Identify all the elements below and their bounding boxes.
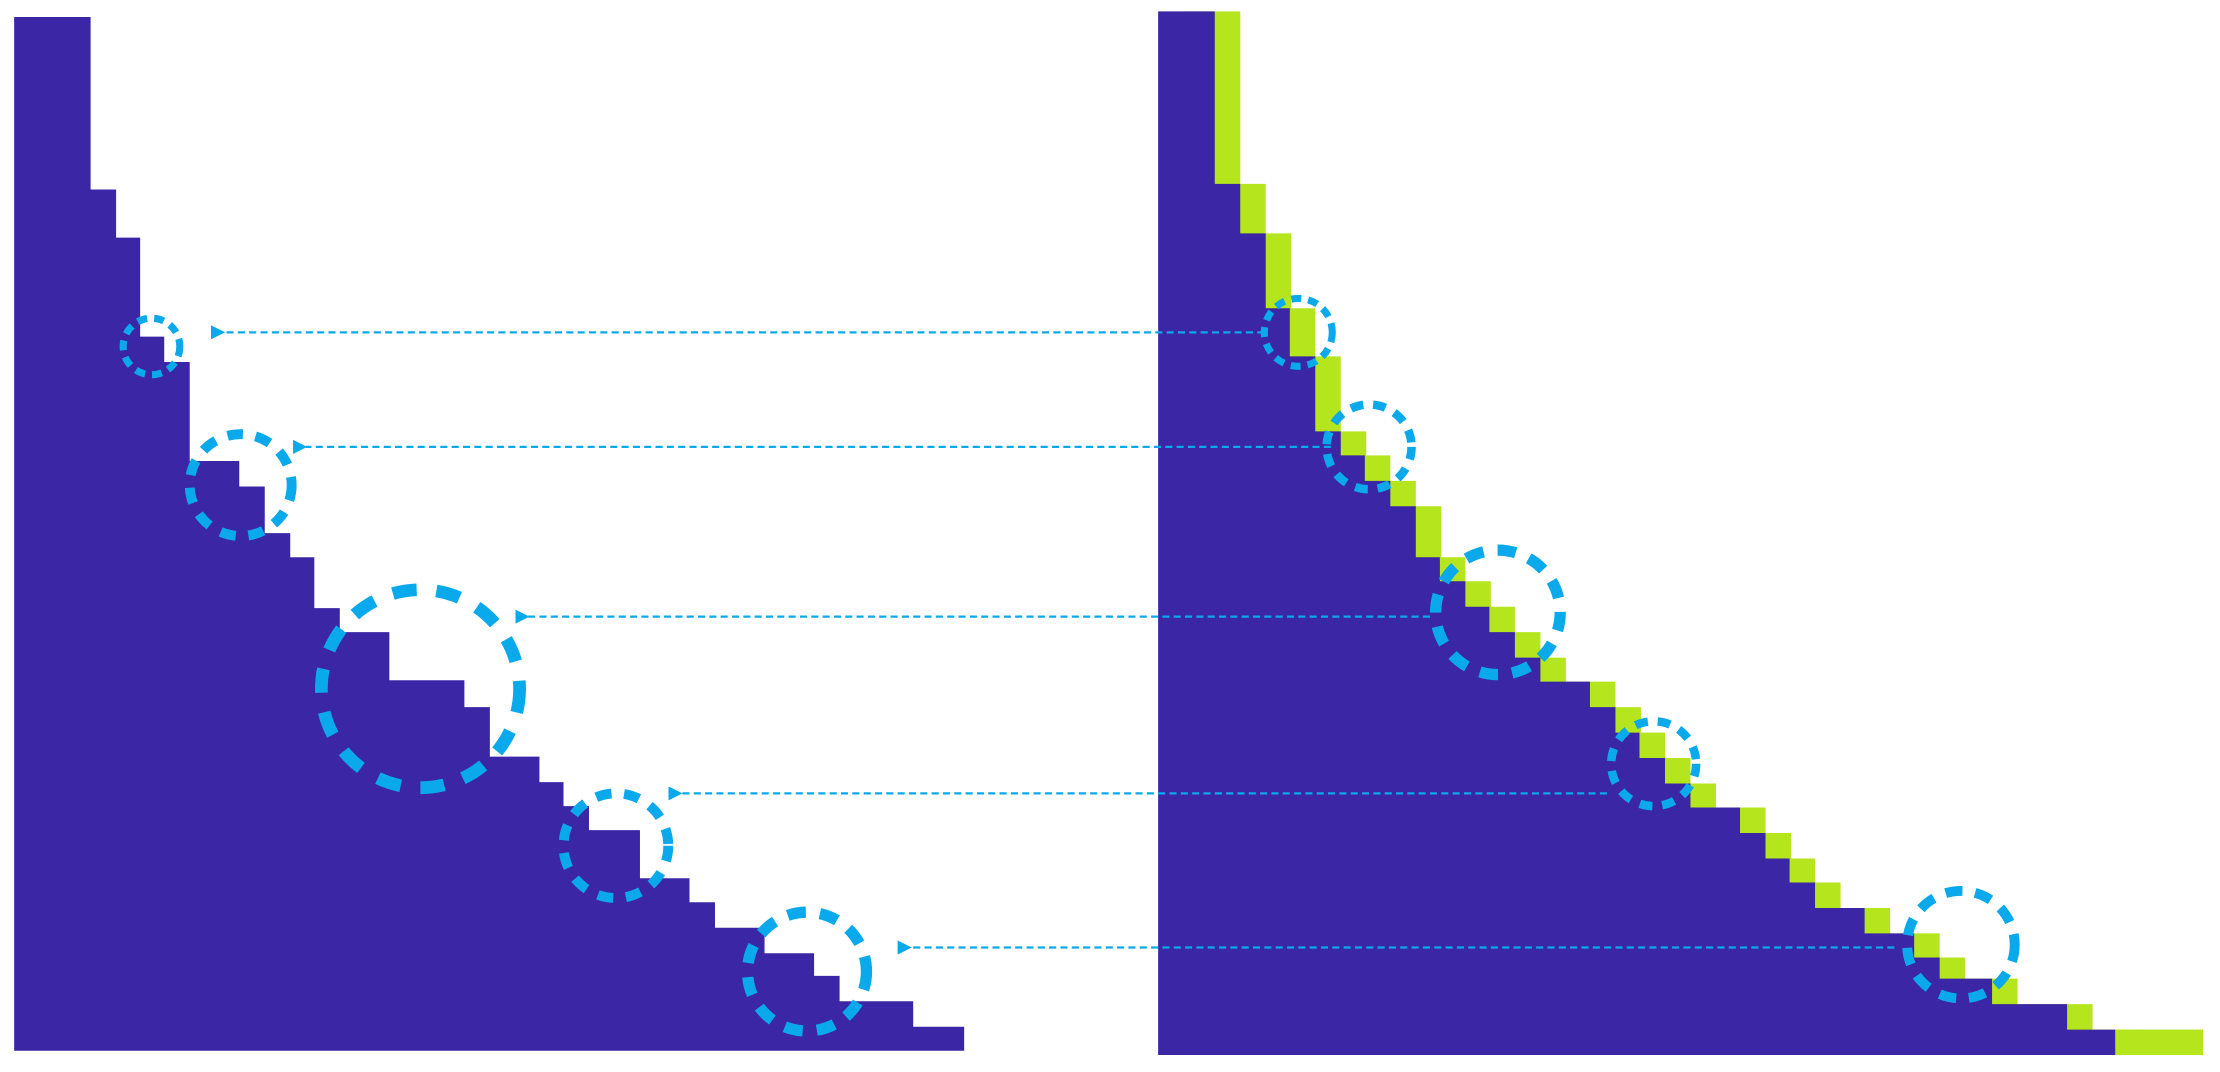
ring xyxy=(1606,717,1701,811)
ring xyxy=(1322,400,1416,494)
green-step xyxy=(2115,1029,2204,1056)
ring xyxy=(315,583,526,795)
ring xyxy=(184,429,297,541)
ring xyxy=(558,788,674,903)
ring xyxy=(1902,886,2020,1004)
left-rings xyxy=(119,314,873,1037)
ring xyxy=(1429,544,1566,681)
right-staircase xyxy=(1158,11,2204,1056)
ring xyxy=(119,314,184,379)
left-staircase xyxy=(14,16,965,1051)
purple-staircase xyxy=(1158,11,2116,1056)
right-rings xyxy=(1260,294,2020,1004)
arrows xyxy=(210,325,1895,955)
ring xyxy=(741,906,873,1037)
